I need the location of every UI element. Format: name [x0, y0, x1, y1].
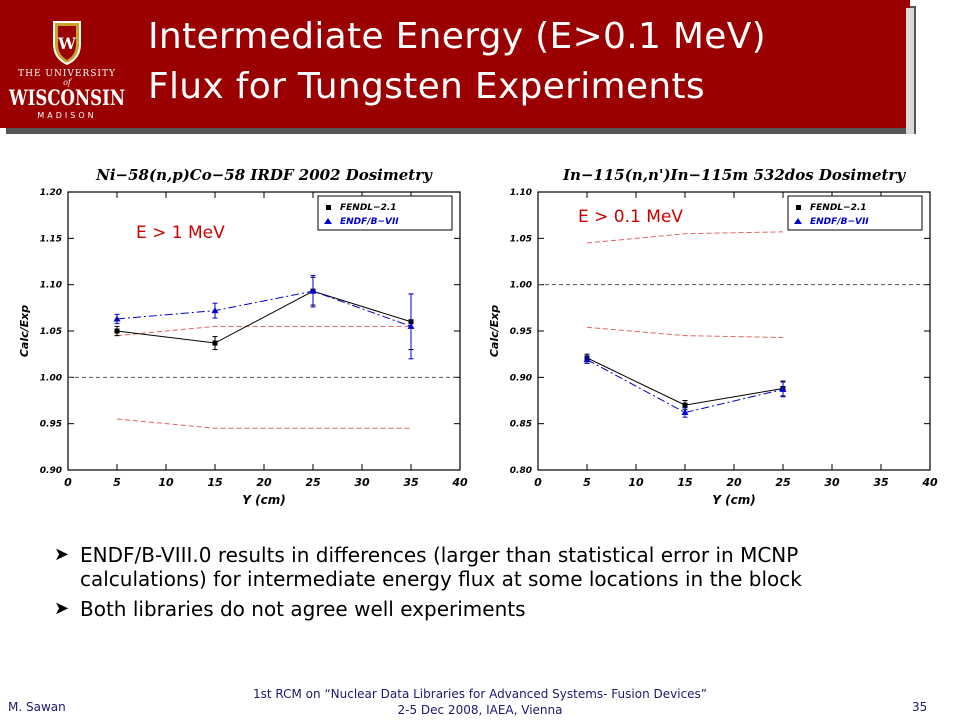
chart-in115: In−115(n,n')In−115m 532dos Dosimetry 0 5 10… — [480, 150, 950, 510]
chart-1-energy-annotation: E > 0.1 MeV — [578, 207, 683, 227]
chart-0-uncertainty-band — [116, 418, 411, 429]
chart-0-ylabel: Calc/Exp — [18, 305, 31, 357]
chart-0-ytick-label: 1.05 — [40, 327, 62, 337]
bullet-item: ➤ ENDF/B-VIII.0 results in differences (… — [50, 543, 930, 591]
chart-1-xtick-label: 20 — [726, 476, 742, 489]
chart-1-xtick-label: 15 — [677, 476, 693, 489]
chart-0-xtick-label: 20 — [256, 476, 272, 489]
chart-1-ylabel: Calc/Exp — [488, 305, 501, 357]
banner-shadow-edge — [906, 8, 914, 134]
chart-1-xtick-label: 40 — [921, 476, 938, 489]
arrow-bullet-icon: ➤ — [54, 544, 70, 565]
chart-0-point-fendl — [212, 340, 218, 346]
chart-0-ytick-label: 1.20 — [40, 188, 62, 198]
slide-title: Intermediate Energy (E>0.1 MeV) Flux for… — [148, 12, 766, 112]
title-line-2: Flux for Tungsten Experiments — [148, 66, 705, 107]
footer-conference-line1: 1st RCM on “Nuclear Data Libraries for A… — [252, 687, 708, 701]
chart-0-xlabel: Y (cm) — [242, 493, 285, 507]
chart-1-xtick-label: 10 — [628, 476, 644, 489]
chart-1-xtick-label: 35 — [873, 476, 889, 489]
chart-in115-svg: In−115(n,n')In−115m 532dos Dosimetry 0 5 10… — [488, 166, 938, 507]
chart-0-point-fendl — [114, 328, 120, 334]
bullet-text: ENDF/B-VIII.0 results in differences (la… — [80, 543, 802, 591]
chart-0-title: Ni−58(n,p)Co−58 IRDF 2002 Dosimetry — [95, 166, 433, 184]
footer-conference: 1st RCM on “Nuclear Data Libraries for A… — [200, 686, 760, 718]
logo-name-text: WISCONSIN — [8, 85, 125, 110]
chart-1-plot-frame — [537, 191, 931, 471]
chart-0-legend-box — [317, 195, 453, 231]
chart-0-point-endf — [407, 322, 415, 329]
logo-bottom-text: MADISON — [37, 111, 96, 120]
chart-1-title: In−115(n,n')In−115m 532dos Dosimetry — [562, 166, 906, 184]
chart-0-point-endf — [211, 307, 219, 314]
chart-0-xtick-label: 30 — [354, 476, 370, 489]
chart-0-ytick-label: 1.00 — [40, 373, 62, 383]
chart-1-legend-box — [787, 195, 923, 231]
chart-0-ytick-label: 0.90 — [40, 466, 62, 476]
chart-1-ytick-label: 1.05 — [510, 234, 532, 244]
footer-conference-line2: 2-5 Dec 2008, IAEA, Vienna — [397, 703, 563, 717]
chart-0-ytick-label: 0.95 — [40, 420, 62, 430]
crest-letter: W — [57, 34, 77, 53]
chart-0-xtick-label: 35 — [403, 476, 419, 489]
footer-page-number: 35 — [912, 700, 928, 714]
chart-0-uncertainty-band — [116, 325, 411, 337]
chart-1-point-fendl — [682, 402, 688, 408]
title-banner — [0, 0, 910, 128]
chart-0-legend-marker-endf — [324, 218, 332, 224]
arrow-bullet-icon: ➤ — [54, 598, 70, 619]
chart-1-ytick-label: 0.90 — [510, 373, 532, 383]
chart-1-xtick-label: 25 — [775, 476, 791, 489]
chart-0-ytick-label: 1.15 — [40, 234, 62, 244]
chart-0-xtick-label: 5 — [113, 476, 121, 489]
chart-1-ytick-label: 1.00 — [510, 281, 532, 291]
chart-ni58-svg: Ni−58(n,p)Co−58 IRDF 2002 Dosimetry 0 5 10 1… — [18, 166, 468, 507]
chart-1-xtick-label: 5 — [583, 476, 591, 489]
chart-0-xtick-label: 0 — [64, 476, 72, 489]
chart-1-point-endf — [681, 409, 689, 416]
bullet-item: ➤ Both libraries do not agree well exper… — [50, 597, 930, 621]
chart-1-legend-marker-endf — [794, 218, 802, 224]
chart-1-legend-label: ENDF/B−VII — [810, 217, 869, 227]
chart-1-ytick-label: 0.85 — [510, 420, 532, 430]
chart-0-xtick-label: 15 — [207, 476, 223, 489]
chart-1-ytick-label: 0.95 — [510, 327, 532, 337]
chart-1-series-line-endf — [586, 359, 784, 414]
chart-0-xtick-label: 40 — [451, 476, 468, 489]
chart-0-legend-marker-fendl — [326, 205, 331, 210]
footer-author: M. Sawan — [8, 700, 66, 714]
chart-0-legend-label: ENDF/B−VII — [340, 217, 399, 227]
bullet-text: Both libraries do not agree well experim… — [80, 597, 526, 621]
chart-0-xtick-label: 25 — [305, 476, 321, 489]
chart-0-energy-annotation: E > 1 MeV — [136, 223, 225, 243]
chart-1-uncertainty-band — [586, 326, 784, 338]
chart-0-series-line-fendl — [116, 290, 412, 344]
chart-1-series-line-fendl — [586, 357, 784, 406]
logo-of-text: of — [63, 78, 73, 87]
chart-0-point-endf — [309, 287, 317, 294]
chart-1-legend-label: FENDL−2.1 — [810, 203, 867, 213]
chart-1-ytick-label: 0.80 — [510, 466, 532, 476]
chart-1-point-endf — [779, 385, 787, 392]
chart-0-point-endf — [113, 315, 121, 322]
chart-0-xtick-label: 10 — [158, 476, 174, 489]
logo-top-text: THE UNIVERSITY — [18, 69, 116, 79]
chart-1-xtick-label: 30 — [824, 476, 840, 489]
university-logo: W THE UNIVERSITY of WISCONSIN MADISON — [6, 18, 130, 126]
chart-1-point-endf — [583, 356, 591, 363]
bullet-list: ➤ ENDF/B-VIII.0 results in differences (… — [50, 543, 930, 627]
chart-1-uncertainty-band — [586, 231, 784, 244]
chart-1-xtick-label: 0 — [534, 476, 542, 489]
chart-0-ytick-label: 1.10 — [40, 281, 62, 291]
chart-0-legend-label: FENDL−2.1 — [340, 203, 397, 213]
chart-1-xlabel: Y (cm) — [712, 493, 755, 507]
chart-1-ytick-label: 1.10 — [510, 188, 532, 198]
chart-ni58: Ni−58(n,p)Co−58 IRDF 2002 Dosimetry 0 5 10 1… — [10, 150, 480, 510]
title-line-1: Intermediate Energy (E>0.1 MeV) — [148, 16, 767, 57]
chart-0-series-line-endf — [116, 290, 412, 327]
chart-1-legend-marker-fendl — [796, 205, 801, 210]
